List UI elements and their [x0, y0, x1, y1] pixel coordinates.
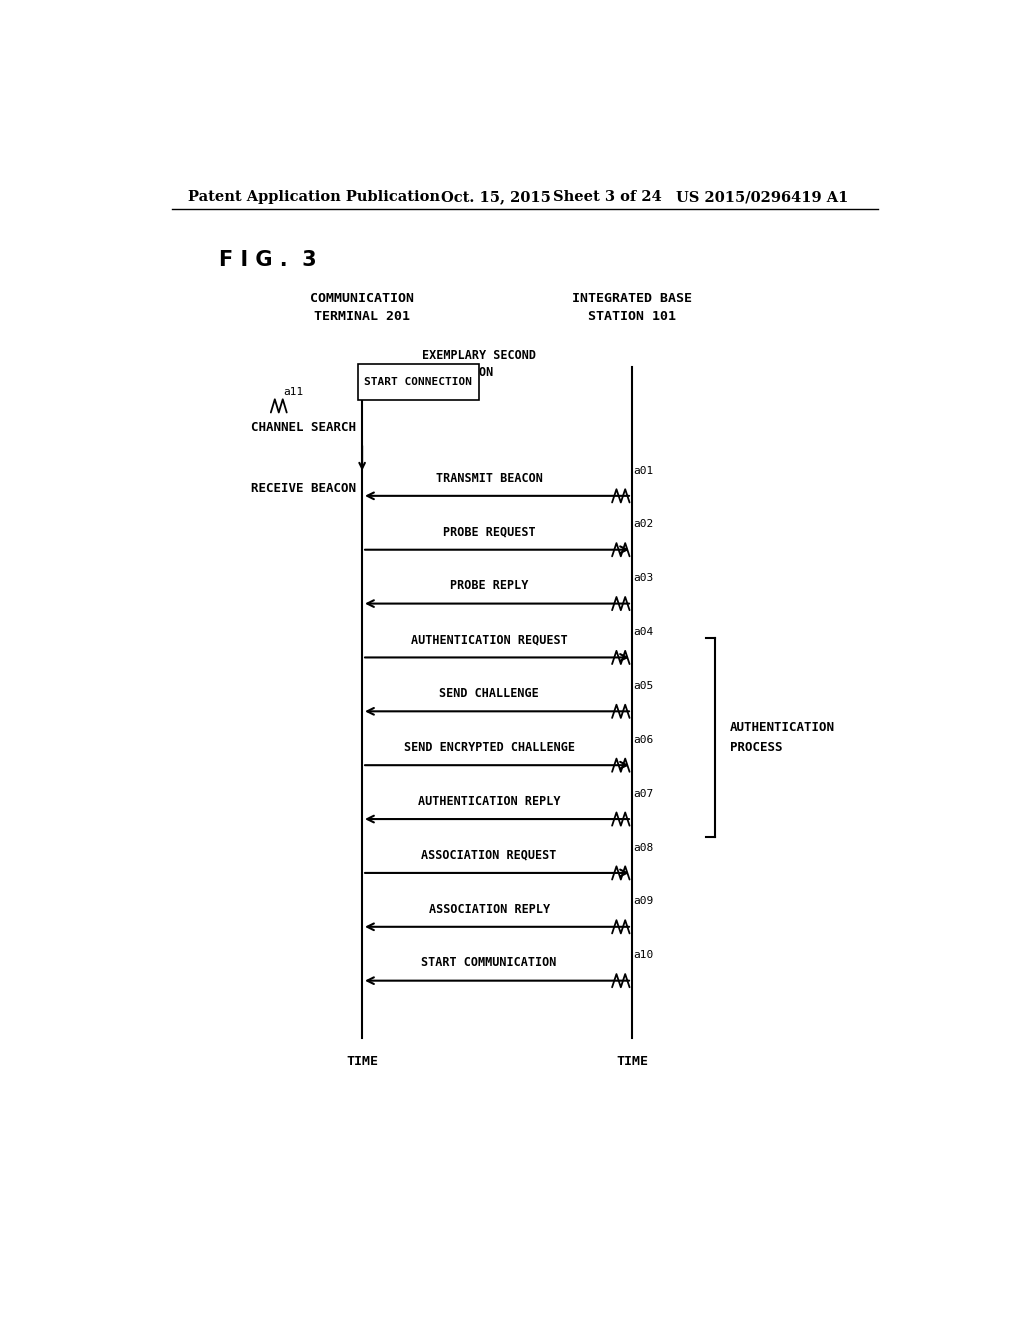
Text: F I G .  3: F I G . 3 [219, 249, 316, 269]
Text: AUTHENTICATION REQUEST: AUTHENTICATION REQUEST [411, 634, 567, 647]
Text: RECEIVE BEACON: RECEIVE BEACON [251, 482, 355, 495]
FancyBboxPatch shape [358, 364, 479, 400]
Text: TRANSMIT BEACON: TRANSMIT BEACON [435, 471, 543, 484]
Text: SEND CHALLENGE: SEND CHALLENGE [439, 688, 539, 700]
Text: CONNECTION: CONNECTION [422, 366, 493, 379]
Text: AUTHENTICATION: AUTHENTICATION [729, 721, 835, 734]
Text: AUTHENTICATION REPLY: AUTHENTICATION REPLY [418, 795, 560, 808]
Text: STATION 101: STATION 101 [588, 310, 676, 323]
Text: EXEMPLARY SECOND: EXEMPLARY SECOND [422, 348, 536, 362]
Text: a06: a06 [634, 735, 653, 744]
Text: a10: a10 [634, 950, 653, 961]
Text: a02: a02 [634, 519, 653, 529]
Text: a03: a03 [634, 573, 653, 583]
Text: ASSOCIATION REQUEST: ASSOCIATION REQUEST [422, 849, 557, 862]
Text: PROBE REQUEST: PROBE REQUEST [442, 525, 536, 539]
Text: a08: a08 [634, 842, 653, 853]
Text: INTEGRATED BASE: INTEGRATED BASE [572, 292, 692, 305]
Text: CHANNEL SEARCH: CHANNEL SEARCH [251, 421, 355, 434]
Text: SEND ENCRYPTED CHALLENGE: SEND ENCRYPTED CHALLENGE [403, 741, 574, 754]
Text: a05: a05 [634, 681, 653, 690]
Text: US 2015/0296419 A1: US 2015/0296419 A1 [676, 190, 848, 205]
Text: a09: a09 [634, 896, 653, 907]
Text: a11: a11 [283, 387, 303, 397]
Text: TIME: TIME [346, 1055, 378, 1068]
Text: START COMMUNICATION: START COMMUNICATION [422, 957, 557, 969]
Text: TIME: TIME [616, 1055, 648, 1068]
Text: ASSOCIATION REPLY: ASSOCIATION REPLY [428, 903, 550, 916]
Text: Patent Application Publication: Patent Application Publication [187, 190, 439, 205]
Text: TERMINAL 201: TERMINAL 201 [314, 310, 410, 323]
Text: Oct. 15, 2015: Oct. 15, 2015 [441, 190, 551, 205]
Text: a01: a01 [634, 466, 653, 475]
Text: a07: a07 [634, 789, 653, 799]
Text: PROCESS: PROCESS [729, 742, 782, 755]
Text: START CONNECTION: START CONNECTION [365, 378, 472, 387]
Text: Sheet 3 of 24: Sheet 3 of 24 [553, 190, 662, 205]
Text: COMMUNICATION: COMMUNICATION [310, 292, 414, 305]
Text: a04: a04 [634, 627, 653, 638]
Text: PROBE REPLY: PROBE REPLY [450, 579, 528, 593]
